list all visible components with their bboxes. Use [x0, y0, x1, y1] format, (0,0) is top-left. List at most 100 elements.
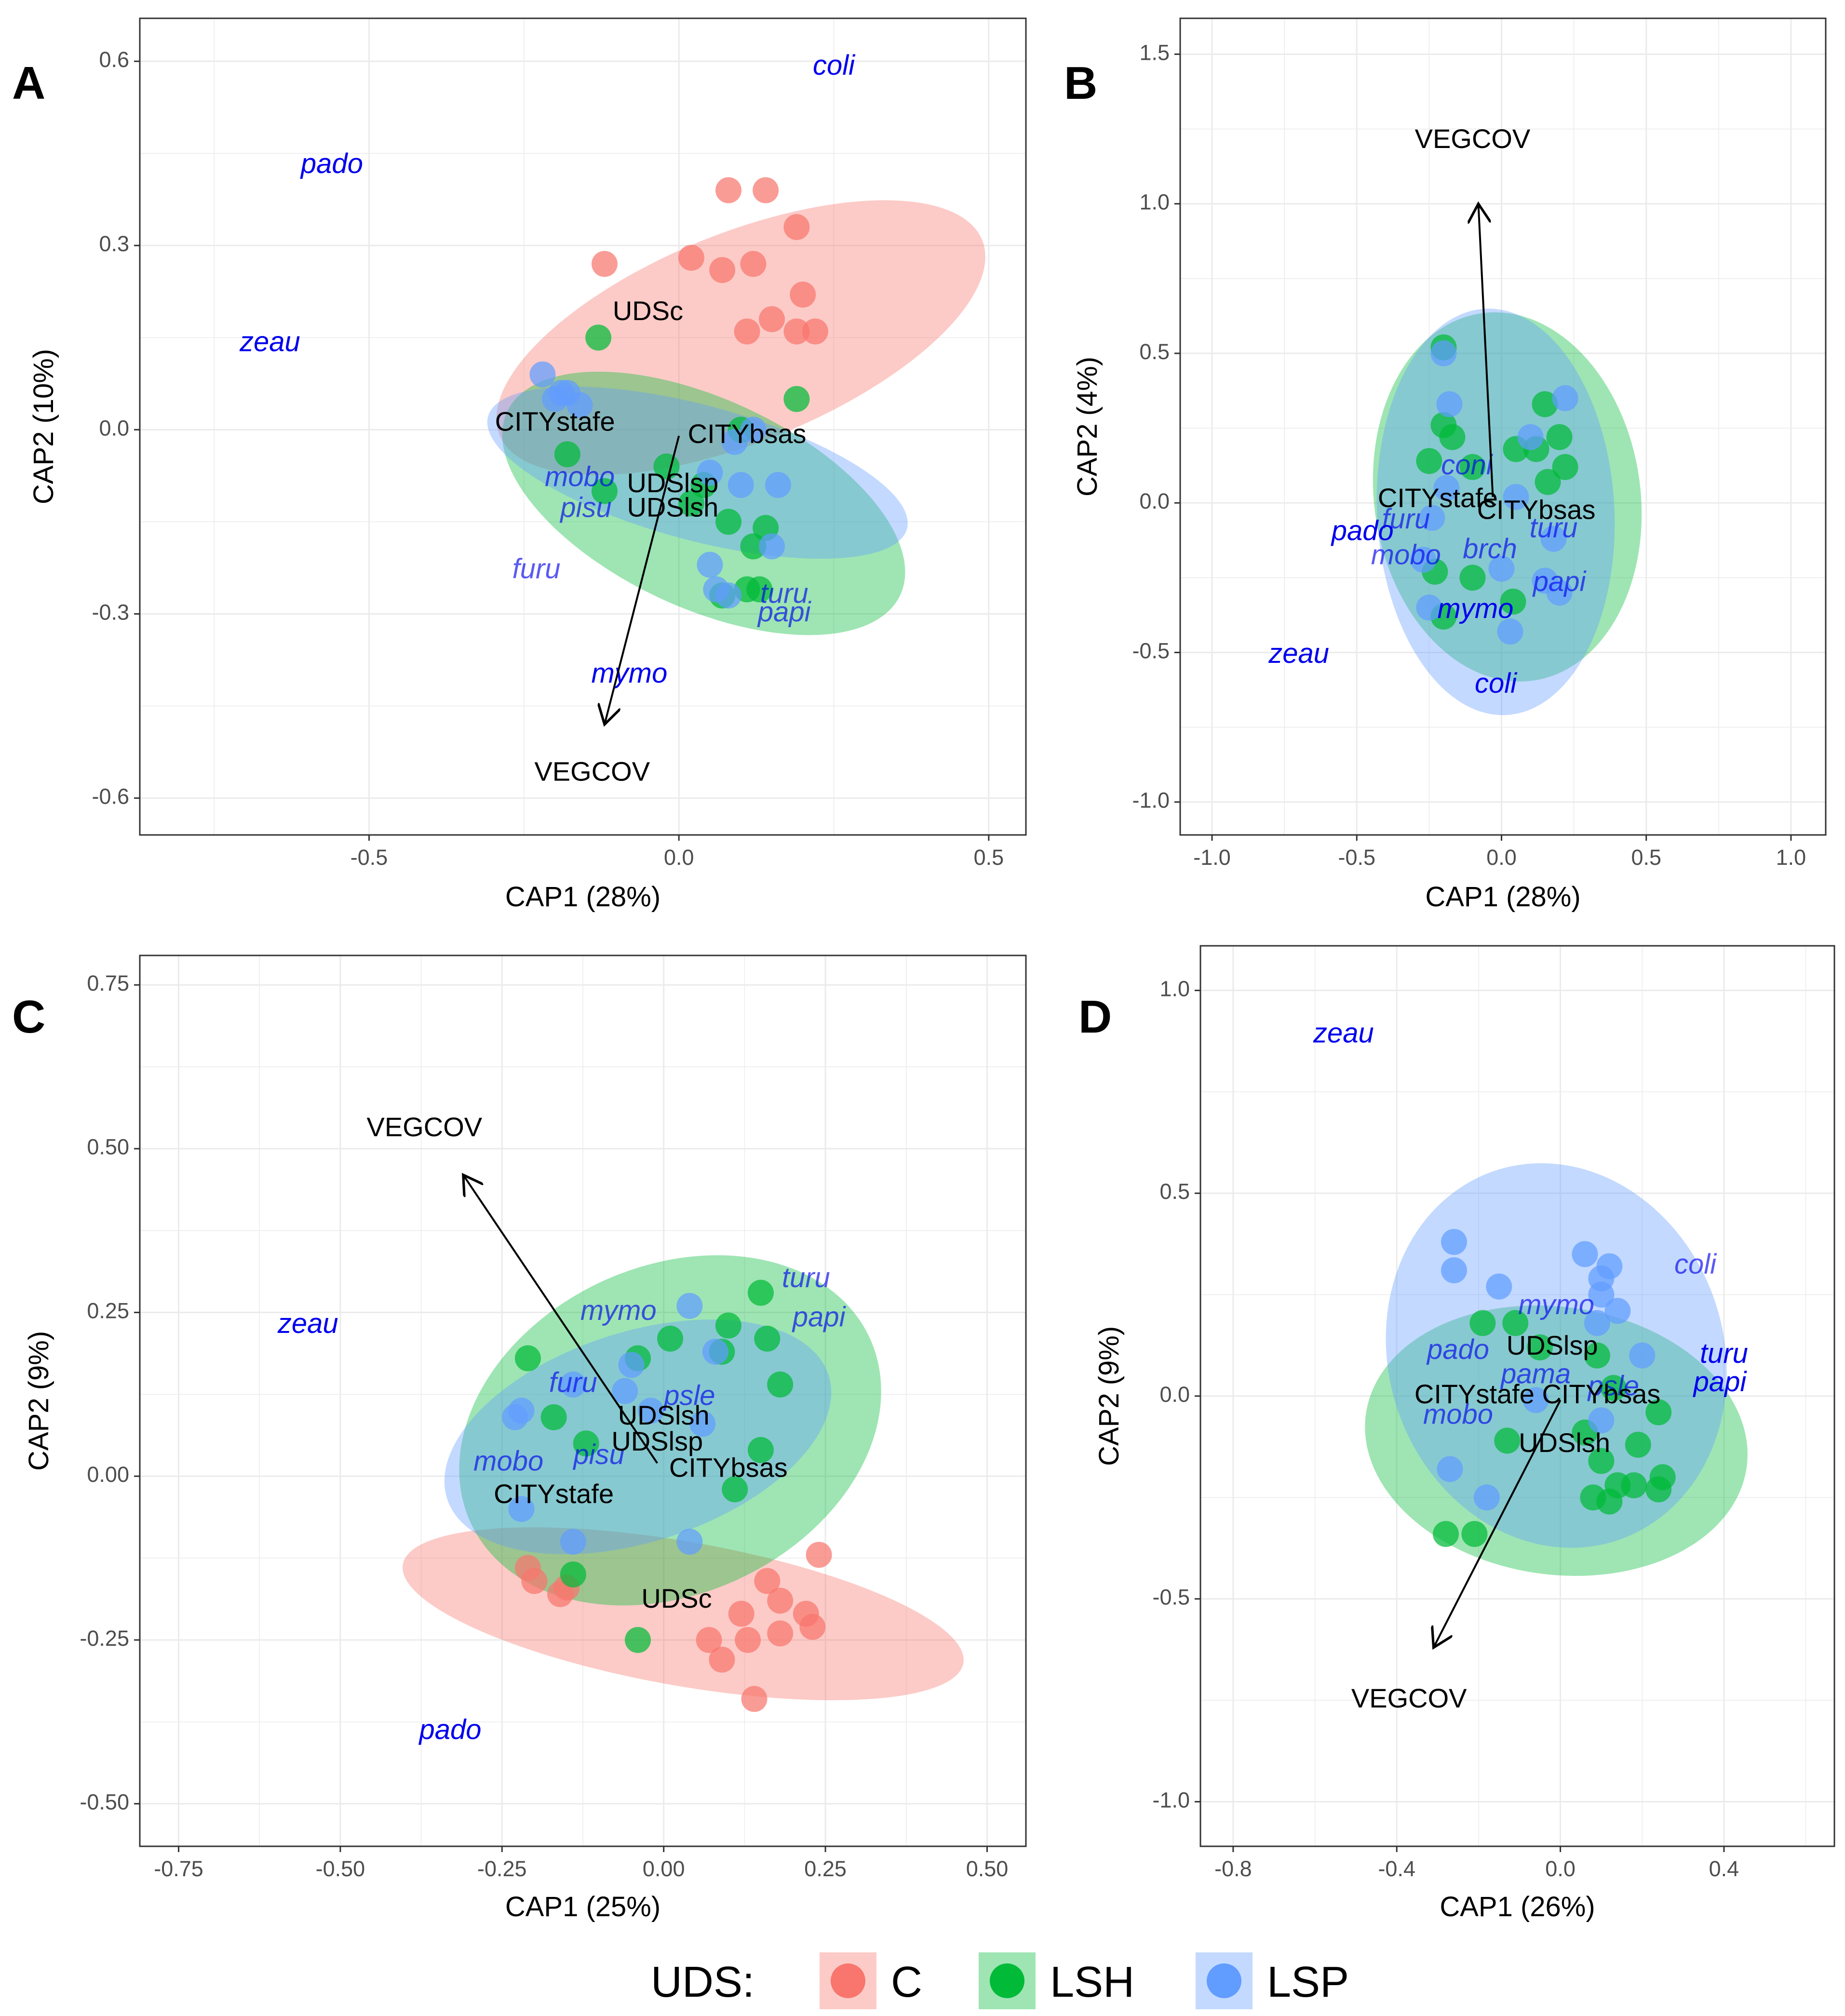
point-lsh: [747, 1279, 774, 1306]
point-lsh: [591, 478, 618, 504]
point-lsh: [1584, 1342, 1610, 1369]
point-lsp: [1433, 475, 1460, 501]
legend-label-lsp: LSP: [1267, 1958, 1349, 2006]
species-label: pado: [1331, 515, 1394, 547]
point-c: [734, 318, 760, 345]
plot-content: zeau pado coli mymo papi turu mobo brch furu coni…: [1268, 123, 1642, 715]
point-c: [783, 318, 810, 345]
point-c: [709, 1646, 735, 1673]
y-tick-label: 0.75: [87, 971, 129, 995]
point-lsh: [715, 509, 742, 535]
vegcov-arrow: [1478, 204, 1494, 497]
point-lsp: [759, 533, 785, 560]
centroid-label: UDSlsh: [1519, 1427, 1610, 1458]
species-label: papi: [1532, 566, 1587, 597]
y-tick-label: -0.25: [80, 1626, 129, 1651]
point-c: [741, 1686, 768, 1712]
legend-swatch-lsh: [990, 1963, 1024, 1998]
panel-b: zeau pado coli mymo papi turu mobo brch furu coni…: [1064, 17, 1827, 913]
point-lsp: [721, 429, 748, 455]
centroid-label: CITYbsas: [669, 1452, 788, 1482]
panel-letter: C: [12, 991, 45, 1043]
legend-swatch-lsp: [1207, 1963, 1241, 1998]
point-lsp: [1572, 1241, 1598, 1267]
x-tick-label: 0.0: [664, 845, 694, 870]
x-axis-label: CAP1 (28%): [505, 881, 660, 913]
point-lsh: [1645, 1399, 1672, 1425]
point-lsh: [715, 1312, 741, 1339]
point-lsp: [502, 1404, 528, 1430]
x-tick-label: 0.0: [1486, 845, 1517, 870]
x-tick-label: -0.25: [477, 1856, 527, 1881]
y-tick-label: -0.6: [92, 784, 129, 808]
point-lsp: [560, 1529, 586, 1555]
species-label: mymo: [1518, 1289, 1594, 1320]
centroid-label: UDSlsp: [627, 468, 718, 498]
species-label: mobo: [545, 461, 615, 493]
plot-content: zeau pado turu papi mymo furu psle mobo pisu VEGC…: [277, 1112, 964, 1746]
point-lsp: [727, 472, 754, 498]
x-tick-label: 0.0: [1545, 1856, 1576, 1881]
point-lsh: [1459, 564, 1486, 591]
legend-swatch-c: [831, 1963, 865, 1998]
species-label: coli: [1674, 1249, 1717, 1280]
centroid-label: CITYbsas: [1542, 1379, 1660, 1409]
point-lsp: [740, 417, 767, 443]
legend-title: UDS:: [651, 1958, 754, 2006]
centroid-label: UDSlsp: [611, 1426, 703, 1456]
point-lsp: [1584, 1310, 1610, 1336]
x-axis-label: CAP1 (26%): [1440, 1891, 1595, 1922]
x-tick-label: 0.4: [1709, 1856, 1739, 1881]
point-lsh: [1494, 1427, 1521, 1454]
y-tick-label: 0.25: [87, 1298, 129, 1323]
species-label: turu: [782, 1262, 830, 1293]
vegcov-label: VEGCOV: [1351, 1683, 1467, 1713]
x-tick-label: 0.50: [966, 1856, 1009, 1881]
y-axis-label: CAP2 (4%): [1072, 357, 1103, 497]
point-lsp: [1517, 424, 1544, 450]
panel-border: [139, 954, 1027, 1847]
point-lsh: [767, 1371, 794, 1398]
point-lsp: [1410, 547, 1437, 573]
ellipse-lsh: [1365, 1305, 1748, 1576]
grid: [1200, 946, 1834, 1846]
point-lsh: [783, 386, 810, 412]
point-lsp: [697, 551, 723, 578]
point-lsp: [1588, 1281, 1615, 1308]
point-lsp: [1437, 1456, 1463, 1482]
point-c: [696, 1626, 722, 1653]
panel-letter: B: [1064, 57, 1097, 109]
point-lsh: [1546, 424, 1573, 450]
point-c: [799, 1613, 826, 1640]
y-tick-label: -0.50: [80, 1790, 129, 1814]
point-lsp: [1441, 1229, 1467, 1255]
grid: [1180, 18, 1826, 835]
point-c: [709, 257, 736, 283]
point-lsh: [1596, 1488, 1623, 1515]
point-lsp: [1473, 1484, 1500, 1511]
legend-label-lsh: LSH: [1050, 1958, 1134, 2006]
x-tick-label: 0.00: [643, 1856, 685, 1881]
species-label: papi: [792, 1301, 847, 1332]
species-label: coli: [813, 50, 856, 81]
vegcov-arrow: [1434, 1399, 1562, 1647]
point-lsh: [678, 490, 704, 517]
point-c: [783, 214, 810, 241]
species-label: turu: [760, 578, 808, 609]
point-lsh: [1535, 469, 1561, 495]
point-c: [754, 1568, 781, 1594]
y-tick-label: 0.0: [99, 416, 129, 440]
species-label: mobo: [1371, 539, 1441, 570]
centroid-label: CITYbsas: [688, 418, 807, 449]
ellipse-c: [403, 1527, 964, 1700]
point-lsp: [1430, 340, 1457, 366]
y-tick-label: 0.0: [1159, 1382, 1190, 1407]
point-lsp: [765, 472, 791, 498]
y-tick-label: 1.5: [1139, 40, 1170, 65]
point-lsh: [585, 324, 612, 351]
species-label: furu: [1382, 503, 1430, 535]
x-axis-label: CAP1 (28%): [1425, 881, 1580, 913]
point-lsp: [702, 1339, 729, 1365]
